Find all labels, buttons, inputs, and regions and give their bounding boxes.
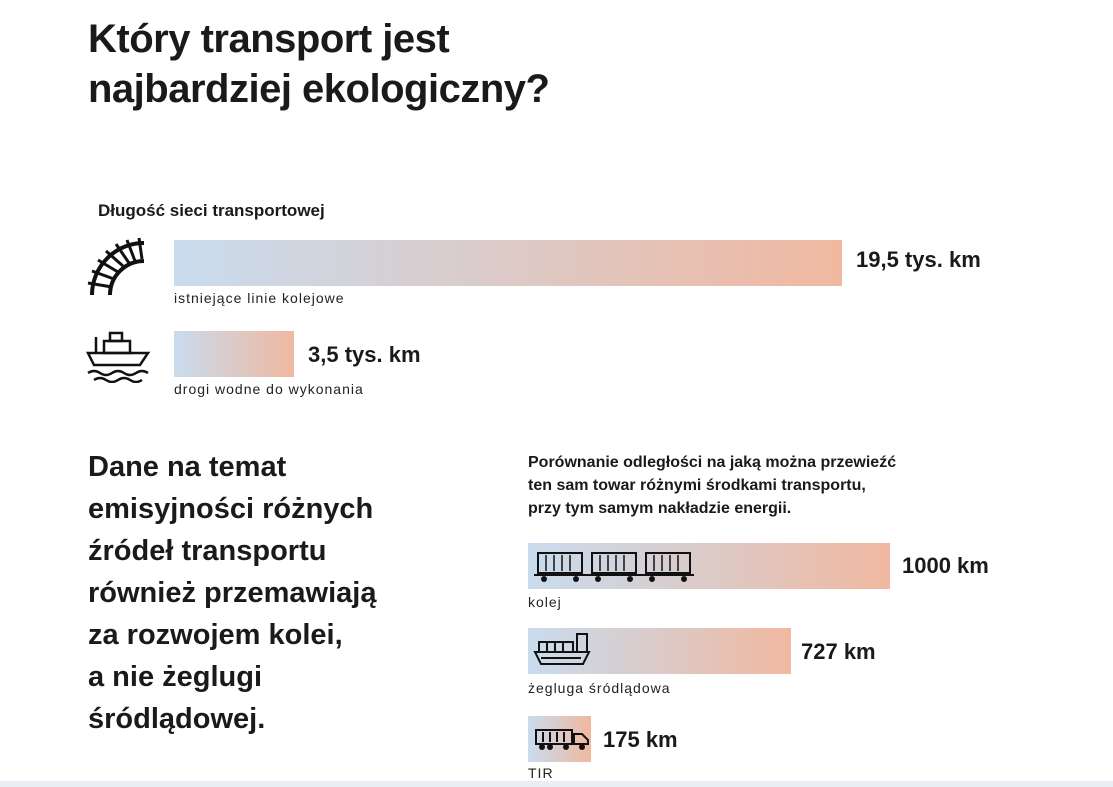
title-line-1: Który transport jest (88, 17, 450, 61)
bar-rail (528, 543, 890, 589)
label-truck: TIR (528, 765, 554, 781)
label-rail: kolej (528, 594, 562, 610)
value-railway-lines: 19,5 tys. km (856, 247, 981, 272)
railway-track-icon (86, 237, 150, 299)
bottom-divider (0, 781, 1113, 787)
page-title: Który transport jest najbardziej ekologi… (88, 14, 788, 114)
value-waterways: 3,5 tys. km (308, 342, 421, 367)
statement-line: również przemawiają (88, 577, 377, 609)
barge-icon (533, 630, 591, 670)
bar-waterways (174, 331, 294, 377)
bar-truck (528, 716, 591, 762)
bar-railway-lines (174, 240, 842, 286)
label-railway-lines: istniejące linie kolejowe (174, 290, 345, 306)
truck-icon (534, 728, 590, 752)
energy-comparison-title: Porównanie odległości na jaką można prze… (528, 451, 1008, 520)
emissions-statement: Dane na temat emisyjności różnych źródeł… (88, 446, 488, 740)
network-length-title: Długość sieci transportowej (98, 201, 325, 220)
freight-train-icon (532, 549, 696, 585)
statement-line: źródeł transportu (88, 535, 327, 567)
label-waterways: drogi wodne do wykonania (174, 381, 364, 397)
value-truck: 175 km (603, 727, 678, 752)
statement-line: za rozwojem kolei, (88, 619, 343, 651)
value-rail: 1000 km (902, 553, 989, 578)
title-line-2: najbardziej ekologiczny? (88, 67, 550, 111)
ship-icon (84, 327, 154, 383)
statement-line: śródlądowej. (88, 703, 266, 735)
comparison-title-line: przy tym samym nakładzie energii. (528, 500, 792, 517)
statement-line: Dane na temat (88, 451, 287, 483)
statement-line: a nie żeglugi (88, 661, 263, 693)
label-inland-shipping: żegluga śródlądowa (528, 680, 671, 696)
comparison-title-line: Porównanie odległości na jaką można prze… (528, 454, 897, 471)
statement-line: emisyjności różnych (88, 493, 374, 525)
value-inland-shipping: 727 km (801, 639, 876, 664)
comparison-title-line: ten sam towar różnymi środkami transport… (528, 477, 866, 494)
